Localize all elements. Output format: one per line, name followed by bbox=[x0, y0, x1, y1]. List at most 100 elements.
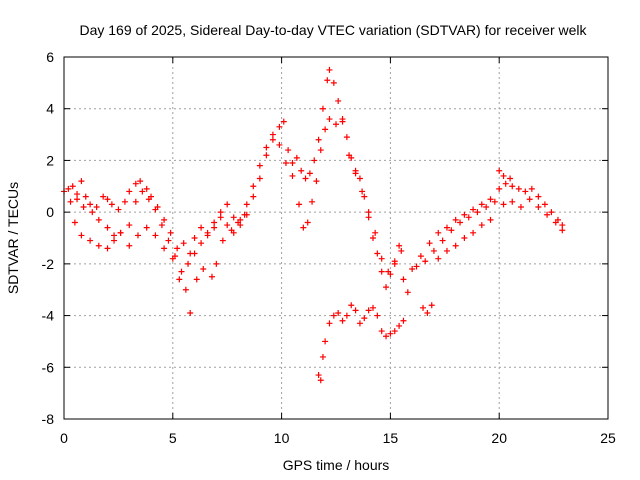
data-point bbox=[211, 224, 218, 231]
data-point bbox=[491, 198, 498, 205]
data-point bbox=[374, 250, 381, 257]
data-point bbox=[191, 250, 198, 257]
data-point bbox=[435, 255, 442, 262]
data-point bbox=[396, 322, 403, 329]
data-point bbox=[487, 216, 494, 223]
data-point bbox=[500, 172, 507, 179]
plot-frame bbox=[63, 56, 609, 420]
data-point bbox=[143, 185, 150, 192]
data-point bbox=[335, 97, 342, 104]
data-point bbox=[74, 191, 81, 198]
data-point bbox=[224, 222, 231, 229]
data-point bbox=[359, 188, 366, 195]
data-point bbox=[356, 175, 363, 182]
data-point bbox=[452, 216, 459, 223]
data-point bbox=[241, 211, 248, 218]
data-point bbox=[230, 214, 237, 221]
data-point bbox=[95, 216, 102, 223]
data-point bbox=[422, 258, 429, 265]
data-point bbox=[191, 235, 198, 241]
y-axis-label: SDTVAR / TECUs bbox=[5, 182, 21, 294]
data-point bbox=[517, 203, 524, 210]
data-point bbox=[526, 196, 533, 203]
data-point bbox=[224, 201, 231, 208]
data-point bbox=[352, 307, 359, 314]
data-point bbox=[383, 333, 390, 340]
data-point bbox=[461, 235, 468, 241]
data-point bbox=[426, 240, 433, 247]
data-point bbox=[424, 309, 431, 316]
data-point bbox=[117, 229, 124, 236]
data-point bbox=[391, 258, 398, 265]
data-point bbox=[289, 160, 296, 167]
data-point bbox=[165, 237, 172, 244]
data-point bbox=[280, 118, 287, 125]
data-point bbox=[443, 224, 450, 231]
x-axis-label: GPS time / hours bbox=[283, 457, 390, 473]
data-point bbox=[263, 144, 270, 151]
data-point bbox=[89, 209, 96, 216]
chart-title: Day 169 of 2025, Sidereal Day-to-day VTE… bbox=[79, 22, 587, 38]
data-point bbox=[78, 178, 85, 185]
data-point bbox=[111, 237, 118, 244]
data-point bbox=[80, 203, 87, 210]
data-point bbox=[200, 266, 207, 273]
data-point bbox=[552, 219, 559, 226]
data-point bbox=[126, 222, 133, 229]
data-point bbox=[176, 276, 183, 283]
y-tick-label: 6 bbox=[46, 49, 54, 65]
data-point bbox=[285, 147, 292, 154]
data-point bbox=[317, 147, 324, 154]
data-point bbox=[430, 247, 437, 254]
data-point bbox=[457, 219, 464, 226]
data-point bbox=[180, 240, 187, 247]
data-point bbox=[413, 263, 420, 270]
data-point bbox=[509, 183, 516, 190]
data-point bbox=[132, 180, 139, 187]
data-point bbox=[439, 237, 446, 244]
data-point bbox=[263, 152, 270, 159]
axis-ticks bbox=[63, 56, 609, 420]
data-point bbox=[478, 222, 485, 229]
data-point bbox=[470, 206, 477, 213]
data-point bbox=[243, 201, 250, 208]
data-point bbox=[282, 160, 289, 167]
data-point bbox=[507, 175, 514, 182]
data-point bbox=[317, 377, 324, 384]
data-point bbox=[311, 157, 318, 164]
data-point bbox=[383, 284, 390, 291]
data-point bbox=[250, 193, 257, 200]
data-point bbox=[71, 219, 78, 226]
data-point bbox=[448, 227, 455, 234]
data-point bbox=[369, 304, 376, 311]
data-point bbox=[69, 183, 76, 190]
data-point bbox=[326, 66, 333, 73]
data-point bbox=[548, 209, 555, 216]
data-point bbox=[211, 219, 218, 226]
data-point bbox=[167, 229, 174, 236]
data-point bbox=[139, 188, 146, 195]
data-point bbox=[178, 268, 185, 275]
data-point bbox=[378, 328, 385, 335]
data-point bbox=[335, 309, 342, 316]
data-point bbox=[385, 268, 392, 275]
y-tick-label: -8 bbox=[42, 411, 55, 427]
data-point bbox=[330, 79, 337, 86]
series-trace-a bbox=[61, 66, 566, 296]
data-point bbox=[187, 309, 194, 316]
data-point bbox=[143, 224, 150, 231]
data-point bbox=[509, 198, 516, 205]
data-point bbox=[126, 242, 133, 249]
data-point bbox=[82, 193, 89, 200]
data-point bbox=[369, 235, 376, 241]
data-point bbox=[132, 198, 139, 205]
data-point bbox=[108, 201, 115, 208]
data-point bbox=[522, 188, 529, 195]
data-point bbox=[104, 196, 111, 203]
data-point bbox=[319, 105, 326, 112]
data-point bbox=[500, 201, 507, 208]
data-point bbox=[152, 206, 159, 213]
y-tick-label: -6 bbox=[42, 359, 55, 375]
data-point bbox=[269, 136, 276, 143]
data-point bbox=[470, 229, 477, 236]
